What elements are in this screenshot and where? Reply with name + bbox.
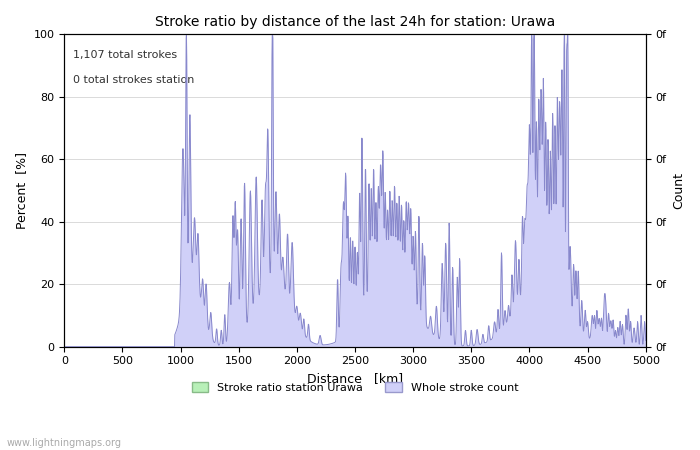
Y-axis label: Count: Count xyxy=(672,172,685,209)
Text: www.lightningmaps.org: www.lightningmaps.org xyxy=(7,438,122,448)
Title: Stroke ratio by distance of the last 24h for station: Urawa: Stroke ratio by distance of the last 24h… xyxy=(155,15,555,29)
Text: 0 total strokes station: 0 total strokes station xyxy=(73,75,195,85)
Text: 1,107 total strokes: 1,107 total strokes xyxy=(73,50,177,60)
Y-axis label: Percent  [%]: Percent [%] xyxy=(15,152,28,229)
Legend: Stroke ratio station Urawa, Whole stroke count: Stroke ratio station Urawa, Whole stroke… xyxy=(187,378,523,397)
X-axis label: Distance   [km]: Distance [km] xyxy=(307,372,403,385)
